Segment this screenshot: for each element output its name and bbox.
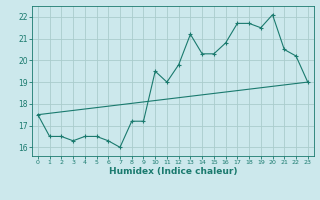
X-axis label: Humidex (Indice chaleur): Humidex (Indice chaleur) bbox=[108, 167, 237, 176]
